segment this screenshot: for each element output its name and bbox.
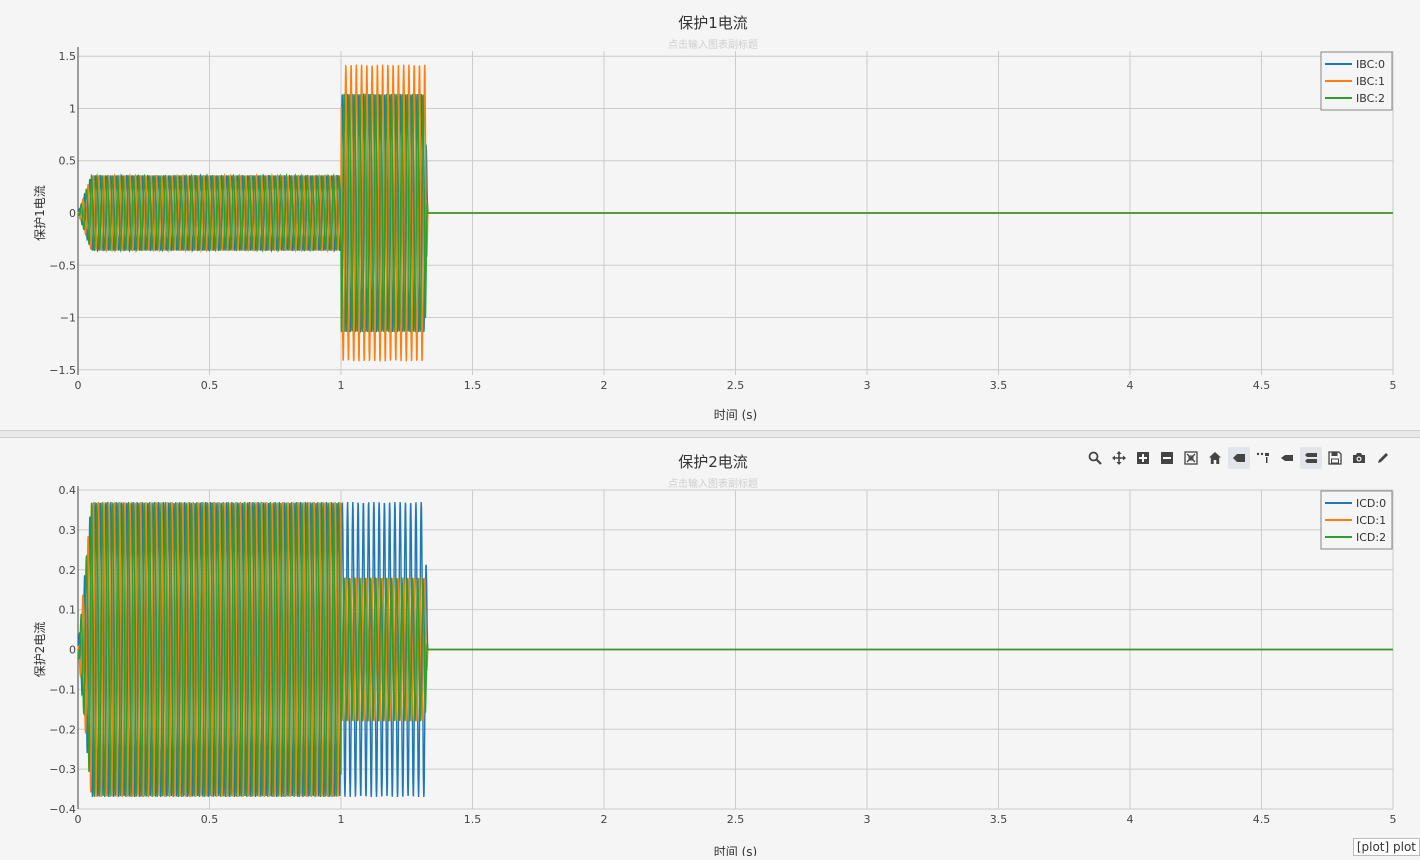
series-line[interactable] bbox=[77, 93, 1393, 333]
x-tick-label: 2 bbox=[601, 379, 608, 392]
chart-legend[interactable]: ICD:0 ICD:1 ICD:2 bbox=[1320, 490, 1393, 550]
x-tick-label: 3.5 bbox=[990, 813, 1008, 826]
x-tick-label: 1.5 bbox=[464, 813, 482, 826]
panel-divider[interactable] bbox=[0, 430, 1420, 438]
y-tick-label: −0.2 bbox=[49, 723, 76, 736]
y-tick-label: 1 bbox=[69, 102, 76, 115]
edit-button[interactable] bbox=[1372, 447, 1394, 469]
save-icon bbox=[1328, 451, 1342, 465]
chart-legend[interactable]: IBC:0 IBC:1 IBC:2 bbox=[1320, 51, 1393, 111]
toggle-hover-icon bbox=[1305, 453, 1317, 463]
zoom-button[interactable] bbox=[1084, 447, 1106, 469]
zoom-in-button[interactable] bbox=[1132, 447, 1154, 469]
x-tick-label: 5 bbox=[1390, 379, 1397, 392]
y-tick-label: −0.1 bbox=[49, 683, 76, 696]
grid-lines bbox=[77, 51, 1394, 375]
chart-subtitle[interactable]: 点击输入图表副标题 bbox=[668, 38, 758, 51]
spike-lines-icon bbox=[1233, 454, 1245, 462]
x-tick-label: 0 bbox=[75, 813, 82, 826]
spike-lines-button[interactable] bbox=[1228, 447, 1250, 469]
chart-panel-protection-2: 保护2电流 点击输入图表副标题 0 0.5 1 1.5 2 2.5 3 3.5 4 4.5 5 0.4 0.… bbox=[0, 438, 1420, 859]
camera-button[interactable] bbox=[1348, 447, 1370, 469]
legend-item-label[interactable]: IBC:1 bbox=[1356, 75, 1385, 88]
hover-closest-button[interactable] bbox=[1276, 447, 1298, 469]
zoom-out-icon bbox=[1161, 452, 1173, 464]
y-tick-label: 0.1 bbox=[59, 604, 77, 617]
hover-compare-button[interactable] bbox=[1252, 447, 1274, 469]
y-axis-label: 保护2电流 bbox=[33, 622, 47, 678]
autoscale-icon bbox=[1184, 451, 1198, 465]
y-tick-label: 0.5 bbox=[59, 155, 77, 168]
y-tick-label: −1.5 bbox=[49, 364, 76, 377]
x-tick-label: 4 bbox=[1127, 379, 1134, 392]
y-tick-label: −0.5 bbox=[49, 259, 76, 272]
edit-icon bbox=[1378, 453, 1388, 463]
pan-button[interactable] bbox=[1108, 447, 1130, 469]
y-tick-label: −1 bbox=[60, 312, 76, 325]
y-tick-label: 1.5 bbox=[59, 50, 77, 63]
reset-axes-button[interactable] bbox=[1204, 447, 1226, 469]
y-tick-label: 0.2 bbox=[59, 564, 77, 577]
y-tick-label: 0 bbox=[69, 644, 76, 657]
x-tick-label: 1 bbox=[338, 379, 345, 392]
x-tick-label: 3.5 bbox=[990, 379, 1008, 392]
legend-item-label[interactable]: ICD:2 bbox=[1356, 531, 1386, 544]
x-tick-label: 2.5 bbox=[727, 813, 745, 826]
x-tick-label: 0 bbox=[75, 379, 82, 392]
legend-item-label[interactable]: IBC:2 bbox=[1356, 92, 1385, 105]
x-tick-label: 5 bbox=[1390, 813, 1397, 826]
series-line[interactable] bbox=[77, 501, 1393, 798]
x-tick-label: 0.5 bbox=[201, 813, 219, 826]
legend-item-label[interactable]: IBC:0 bbox=[1356, 58, 1385, 71]
chart-subtitle[interactable]: 点击输入图表副标题 bbox=[668, 477, 758, 490]
x-tick-label: 3 bbox=[864, 379, 871, 392]
y-tick-label: 0.3 bbox=[59, 524, 77, 537]
chart-title: 保护1电流 bbox=[678, 14, 748, 32]
y-tick-label: −0.3 bbox=[49, 763, 76, 776]
legend-item-label[interactable]: ICD:1 bbox=[1356, 514, 1386, 527]
legend-item-label[interactable]: ICD:0 bbox=[1356, 497, 1386, 510]
zoom-out-button[interactable] bbox=[1156, 447, 1178, 469]
autoscale-button[interactable] bbox=[1180, 447, 1202, 469]
x-tick-label: 1.5 bbox=[464, 379, 482, 392]
plot-corner-tag: [plot] plot bbox=[1352, 838, 1420, 856]
pan-icon bbox=[1112, 451, 1126, 465]
x-tick-label: 2.5 bbox=[727, 379, 745, 392]
chart-panel-protection-1: 保护1电流 点击输入图表副标题 0 0.5 1 1.5 2 2.5 3 3.5 4 4.5 5 1.5 1 0… bbox=[0, 0, 1420, 430]
hover-closest-icon bbox=[1281, 455, 1293, 461]
x-tick-label: 1 bbox=[338, 813, 345, 826]
camera-icon bbox=[1353, 453, 1365, 463]
zoom-in-icon bbox=[1137, 452, 1149, 464]
y-tick-label: −0.4 bbox=[49, 803, 76, 816]
x-axis-label: 时间 (s) bbox=[714, 845, 757, 856]
x-tick-label: 3 bbox=[864, 813, 871, 826]
y-tick-label: 0.4 bbox=[59, 484, 77, 497]
x-tick-label: 0.5 bbox=[201, 379, 219, 392]
zoom-icon bbox=[1088, 451, 1102, 465]
reset-axes-icon bbox=[1209, 452, 1221, 464]
y-tick-label: 0 bbox=[69, 207, 76, 220]
x-tick-label: 2 bbox=[601, 813, 608, 826]
y-axis-label: 保护1电流 bbox=[33, 185, 47, 241]
toggle-hover-button[interactable] bbox=[1300, 447, 1322, 469]
chart-title: 保护2电流 bbox=[678, 453, 748, 471]
x-tick-label: 4.5 bbox=[1253, 379, 1271, 392]
x-tick-label: 4 bbox=[1127, 813, 1134, 826]
save-button[interactable] bbox=[1324, 447, 1346, 469]
hover-compare-icon bbox=[1256, 452, 1269, 463]
x-axis-label: 时间 (s) bbox=[714, 408, 757, 422]
x-tick-label: 4.5 bbox=[1253, 813, 1271, 826]
plot-modebar bbox=[1084, 446, 1394, 470]
